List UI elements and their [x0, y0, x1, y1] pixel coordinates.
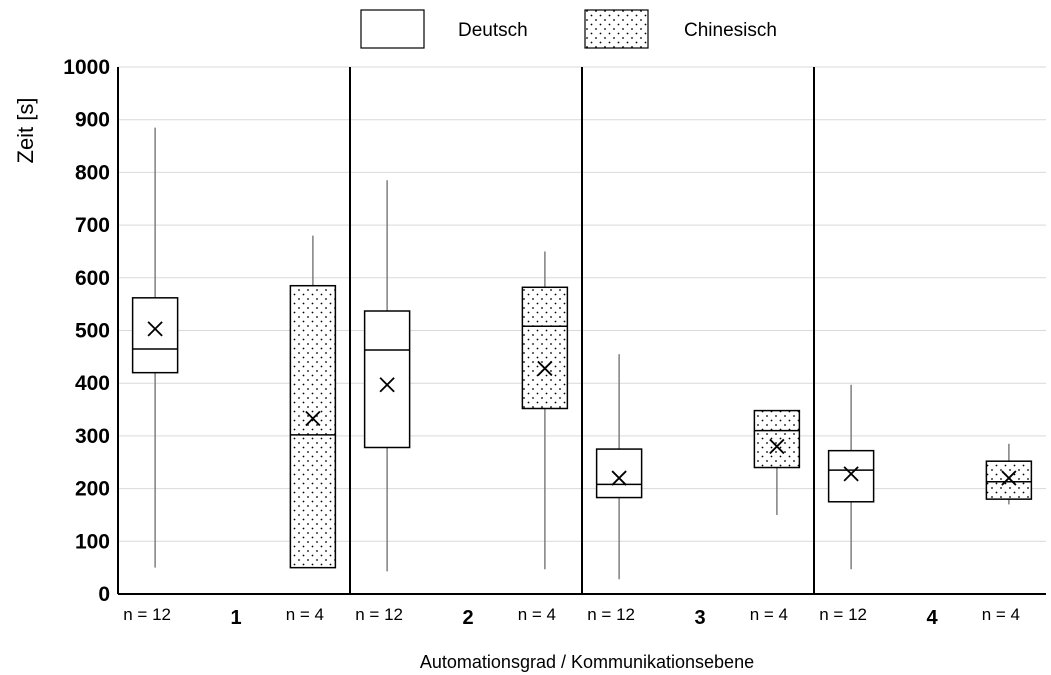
- legend-label: Chinesisch: [684, 20, 777, 41]
- y-tick-label: 1000: [63, 56, 110, 79]
- box-deutsch: [827, 449, 875, 503]
- y-tick-label: 800: [75, 161, 110, 184]
- y-axis-label: Zeit [s]: [13, 97, 38, 163]
- x-axis-label: Automationsgrad / Kommunikationsebene: [420, 652, 754, 672]
- n-label: n = 4: [518, 605, 556, 624]
- box-chinesisch: [521, 286, 569, 410]
- box-chinesisch: [289, 284, 337, 569]
- y-tick-label: 100: [75, 530, 110, 553]
- y-tick-label: 300: [75, 425, 110, 448]
- box-deutsch: [595, 448, 643, 499]
- mean-marker: [769, 438, 785, 455]
- mean-marker: [147, 321, 163, 337]
- mean-marker: [1001, 470, 1017, 486]
- axes: [117, 67, 1046, 595]
- n-label: n = 4: [982, 605, 1020, 624]
- y-tick-label: 600: [75, 267, 110, 290]
- boxes: [131, 284, 1033, 569]
- n-label: n = 12: [587, 605, 635, 624]
- box-deutsch: [131, 297, 179, 374]
- n-label: n = 4: [286, 605, 324, 624]
- mean-marker: [305, 410, 321, 427]
- legend: Deutsch Chinesisch: [360, 9, 777, 49]
- y-tick-label: 700: [75, 214, 110, 237]
- n-label: n = 12: [819, 605, 867, 624]
- group-label: 2: [462, 607, 473, 629]
- box-deutsch: [363, 310, 411, 449]
- whiskers: [154, 127, 1010, 580]
- box-chinesisch: [753, 409, 801, 469]
- n-label: n = 12: [123, 605, 171, 624]
- y-tick-label: 500: [75, 320, 110, 343]
- y-tick-label: 400: [75, 372, 110, 395]
- group-label: 4: [926, 607, 938, 629]
- y-tick-label: 200: [75, 478, 110, 501]
- mean-marker: [537, 360, 553, 377]
- n-label: n = 12: [355, 605, 403, 624]
- y-tick-label: 0: [98, 583, 110, 606]
- y-tick-label: 900: [75, 109, 110, 132]
- mean-marker: [379, 377, 395, 393]
- n-label: n = 4: [750, 605, 788, 624]
- group-separators: [349, 67, 815, 594]
- mean-marker: [843, 466, 859, 482]
- legend-swatch-chinesisch: [584, 9, 649, 49]
- group-label: 3: [694, 607, 705, 629]
- mean-marker: [611, 470, 627, 486]
- legend-swatch-deutsch: [360, 9, 425, 49]
- box-chinesisch: [985, 460, 1033, 500]
- legend-label: Deutsch: [458, 20, 528, 41]
- labels: 0 100 200 300 400 500 600 700 800 900 1000 Zeit [s]…: [13, 56, 1020, 672]
- group-label: 1: [230, 607, 241, 629]
